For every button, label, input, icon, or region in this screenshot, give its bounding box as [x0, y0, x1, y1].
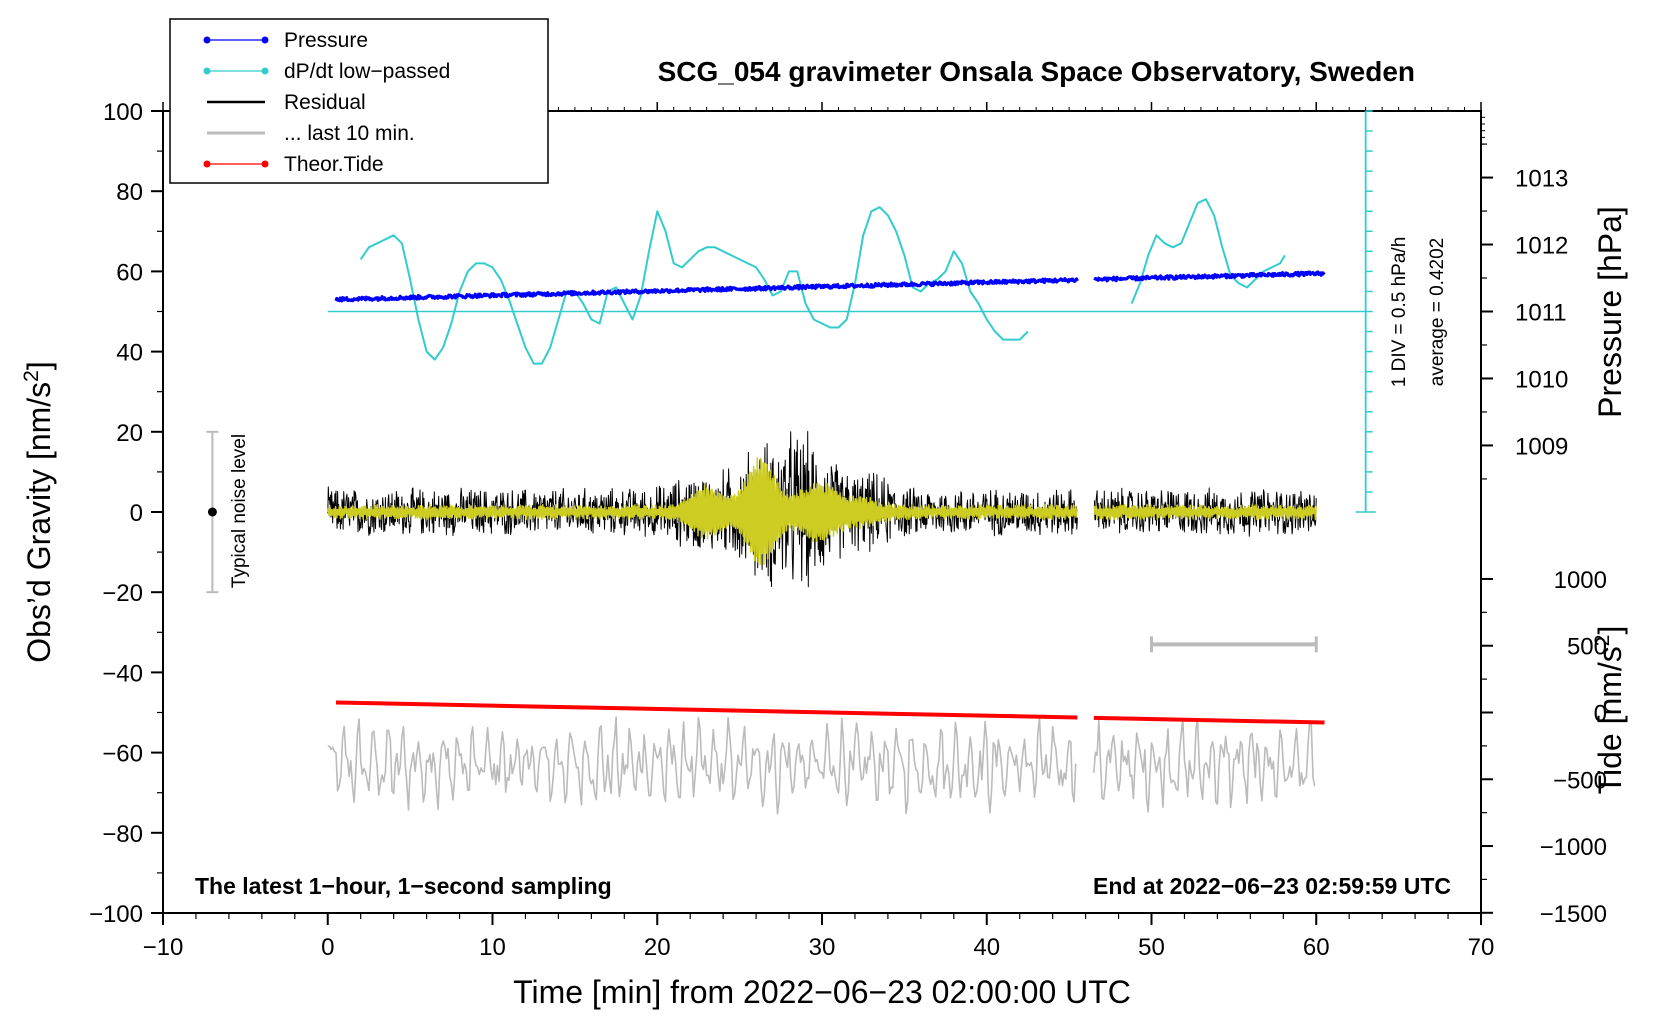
y-axis-label-left: Obs’d Gravity [nm/s2] [20, 361, 57, 663]
y-axis-label-left-main: Obs’d Gravity [nm/s [21, 382, 57, 663]
tide-tick-label: 0 [1594, 701, 1607, 728]
tide-series-line [335, 700, 1078, 720]
pressure-tick-label: 1013 [1515, 166, 1568, 193]
pressure-tick-label: 1010 [1515, 366, 1568, 393]
pressure-average-text: average = 0.4202 [1427, 238, 1448, 386]
x-tick-label: 40 [973, 934, 1000, 961]
y-axis-label-pressure: Pressure [hPa] [1592, 206, 1628, 418]
x-tick-label: 30 [809, 934, 836, 961]
tide-tick-label: −1000 [1540, 834, 1607, 861]
legend-swatch-marker [261, 67, 269, 75]
series-group [206, 110, 1376, 815]
x-tick-label: 0 [321, 934, 334, 961]
x-tick-label: −10 [143, 934, 184, 961]
tide-tick-label: 500 [1567, 634, 1607, 661]
y-tick-label: −20 [102, 580, 143, 607]
y-tick-label: −40 [102, 660, 143, 687]
legend: Pressure dP/dt low−passed Residual ... last… [169, 18, 549, 184]
y-tick-label: 100 [103, 99, 143, 126]
legend-label: Pressure [284, 29, 368, 52]
dpdt-series-line [359, 206, 1029, 365]
filtered-series-line [327, 457, 1317, 566]
y-tick-label: −100 [89, 901, 143, 928]
tide-series-line [1093, 715, 1325, 725]
legend-swatch-marker [261, 160, 269, 168]
last10-series-line [327, 716, 1316, 815]
pressure-series-line [334, 270, 1326, 303]
footer-left-note: The latest 1−hour, 1−second sampling [195, 873, 612, 899]
x-tick-label: 10 [479, 934, 506, 961]
tide-tick-label: −1500 [1540, 901, 1607, 928]
y-axis-label-left-sup: 2 [20, 370, 43, 382]
x-tick-label: 20 [644, 934, 671, 961]
legend-label: Theor.Tide [284, 153, 384, 176]
y-axis-label-tide-sup: 2 [1591, 635, 1614, 647]
y-axis-label-tide: Tide [nm/s2] [1591, 626, 1628, 795]
chart-title: SCG_054 gravimeter Onsala Space Observat… [658, 56, 1415, 87]
dpdt-series-line [1130, 198, 1286, 304]
pressure-axis-ticks: 1013 1012 1011 1010 1009 [1481, 116, 1568, 480]
x-axis-label: Time [min] from 2022−06−23 02:00:00 UTC [513, 974, 1131, 1010]
x-tick-label: 50 [1138, 934, 1165, 961]
y-tick-label: 20 [116, 420, 143, 447]
y-axis-ticks: 100 80 60 40 20 0 −20 −40 −60 −80 −100 [89, 99, 163, 928]
tide-axis-ticks: 1000 500 0 −500 −1000 −1500 [1481, 567, 1607, 928]
legend-swatch-marker [261, 36, 269, 44]
legend-swatch-marker [203, 36, 211, 44]
y-tick-label: −60 [102, 741, 143, 768]
pressure-tick-label: 1009 [1515, 433, 1568, 460]
y-tick-label: 40 [116, 340, 143, 367]
tide-tick-label: −500 [1553, 767, 1607, 794]
pressure-tick-label: 1011 [1515, 300, 1567, 327]
legend-label: dP/dt low−passed [284, 60, 450, 83]
x-tick-label: 70 [1468, 934, 1495, 961]
y-tick-label: −80 [102, 821, 143, 848]
legend-label: ... last 10 min. [284, 122, 415, 145]
x-tick-label: 60 [1303, 934, 1330, 961]
footer-right-note: End at 2022−06−23 02:59:59 UTC [1093, 873, 1451, 899]
legend-entries: Pressure dP/dt low−passed Residual ... last… [203, 29, 450, 176]
y-tick-label: 0 [130, 500, 143, 527]
x-axis-ticks: −10 0 10 20 30 40 50 60 70 [143, 102, 1495, 961]
dpdt-scale-text: 1 DIV = 0.5 hPa/h [1389, 237, 1410, 388]
y-tick-label: 80 [116, 179, 143, 206]
y-tick-label: 60 [116, 259, 143, 286]
legend-swatch-marker [203, 67, 211, 75]
y-axis-label-tide-end: ] [1592, 626, 1628, 635]
tide-tick-label: 1000 [1554, 567, 1607, 594]
legend-swatch-marker [203, 160, 211, 168]
noise-bar-center [207, 507, 217, 517]
y-axis-label-left-end: ] [21, 361, 57, 370]
noise-level-label: Typical noise level [229, 434, 250, 588]
legend-label: Residual [284, 91, 366, 114]
y-axis-label-tide-main: Tide [nm/s [1592, 646, 1628, 794]
pressure-tick-label: 1012 [1515, 233, 1568, 260]
